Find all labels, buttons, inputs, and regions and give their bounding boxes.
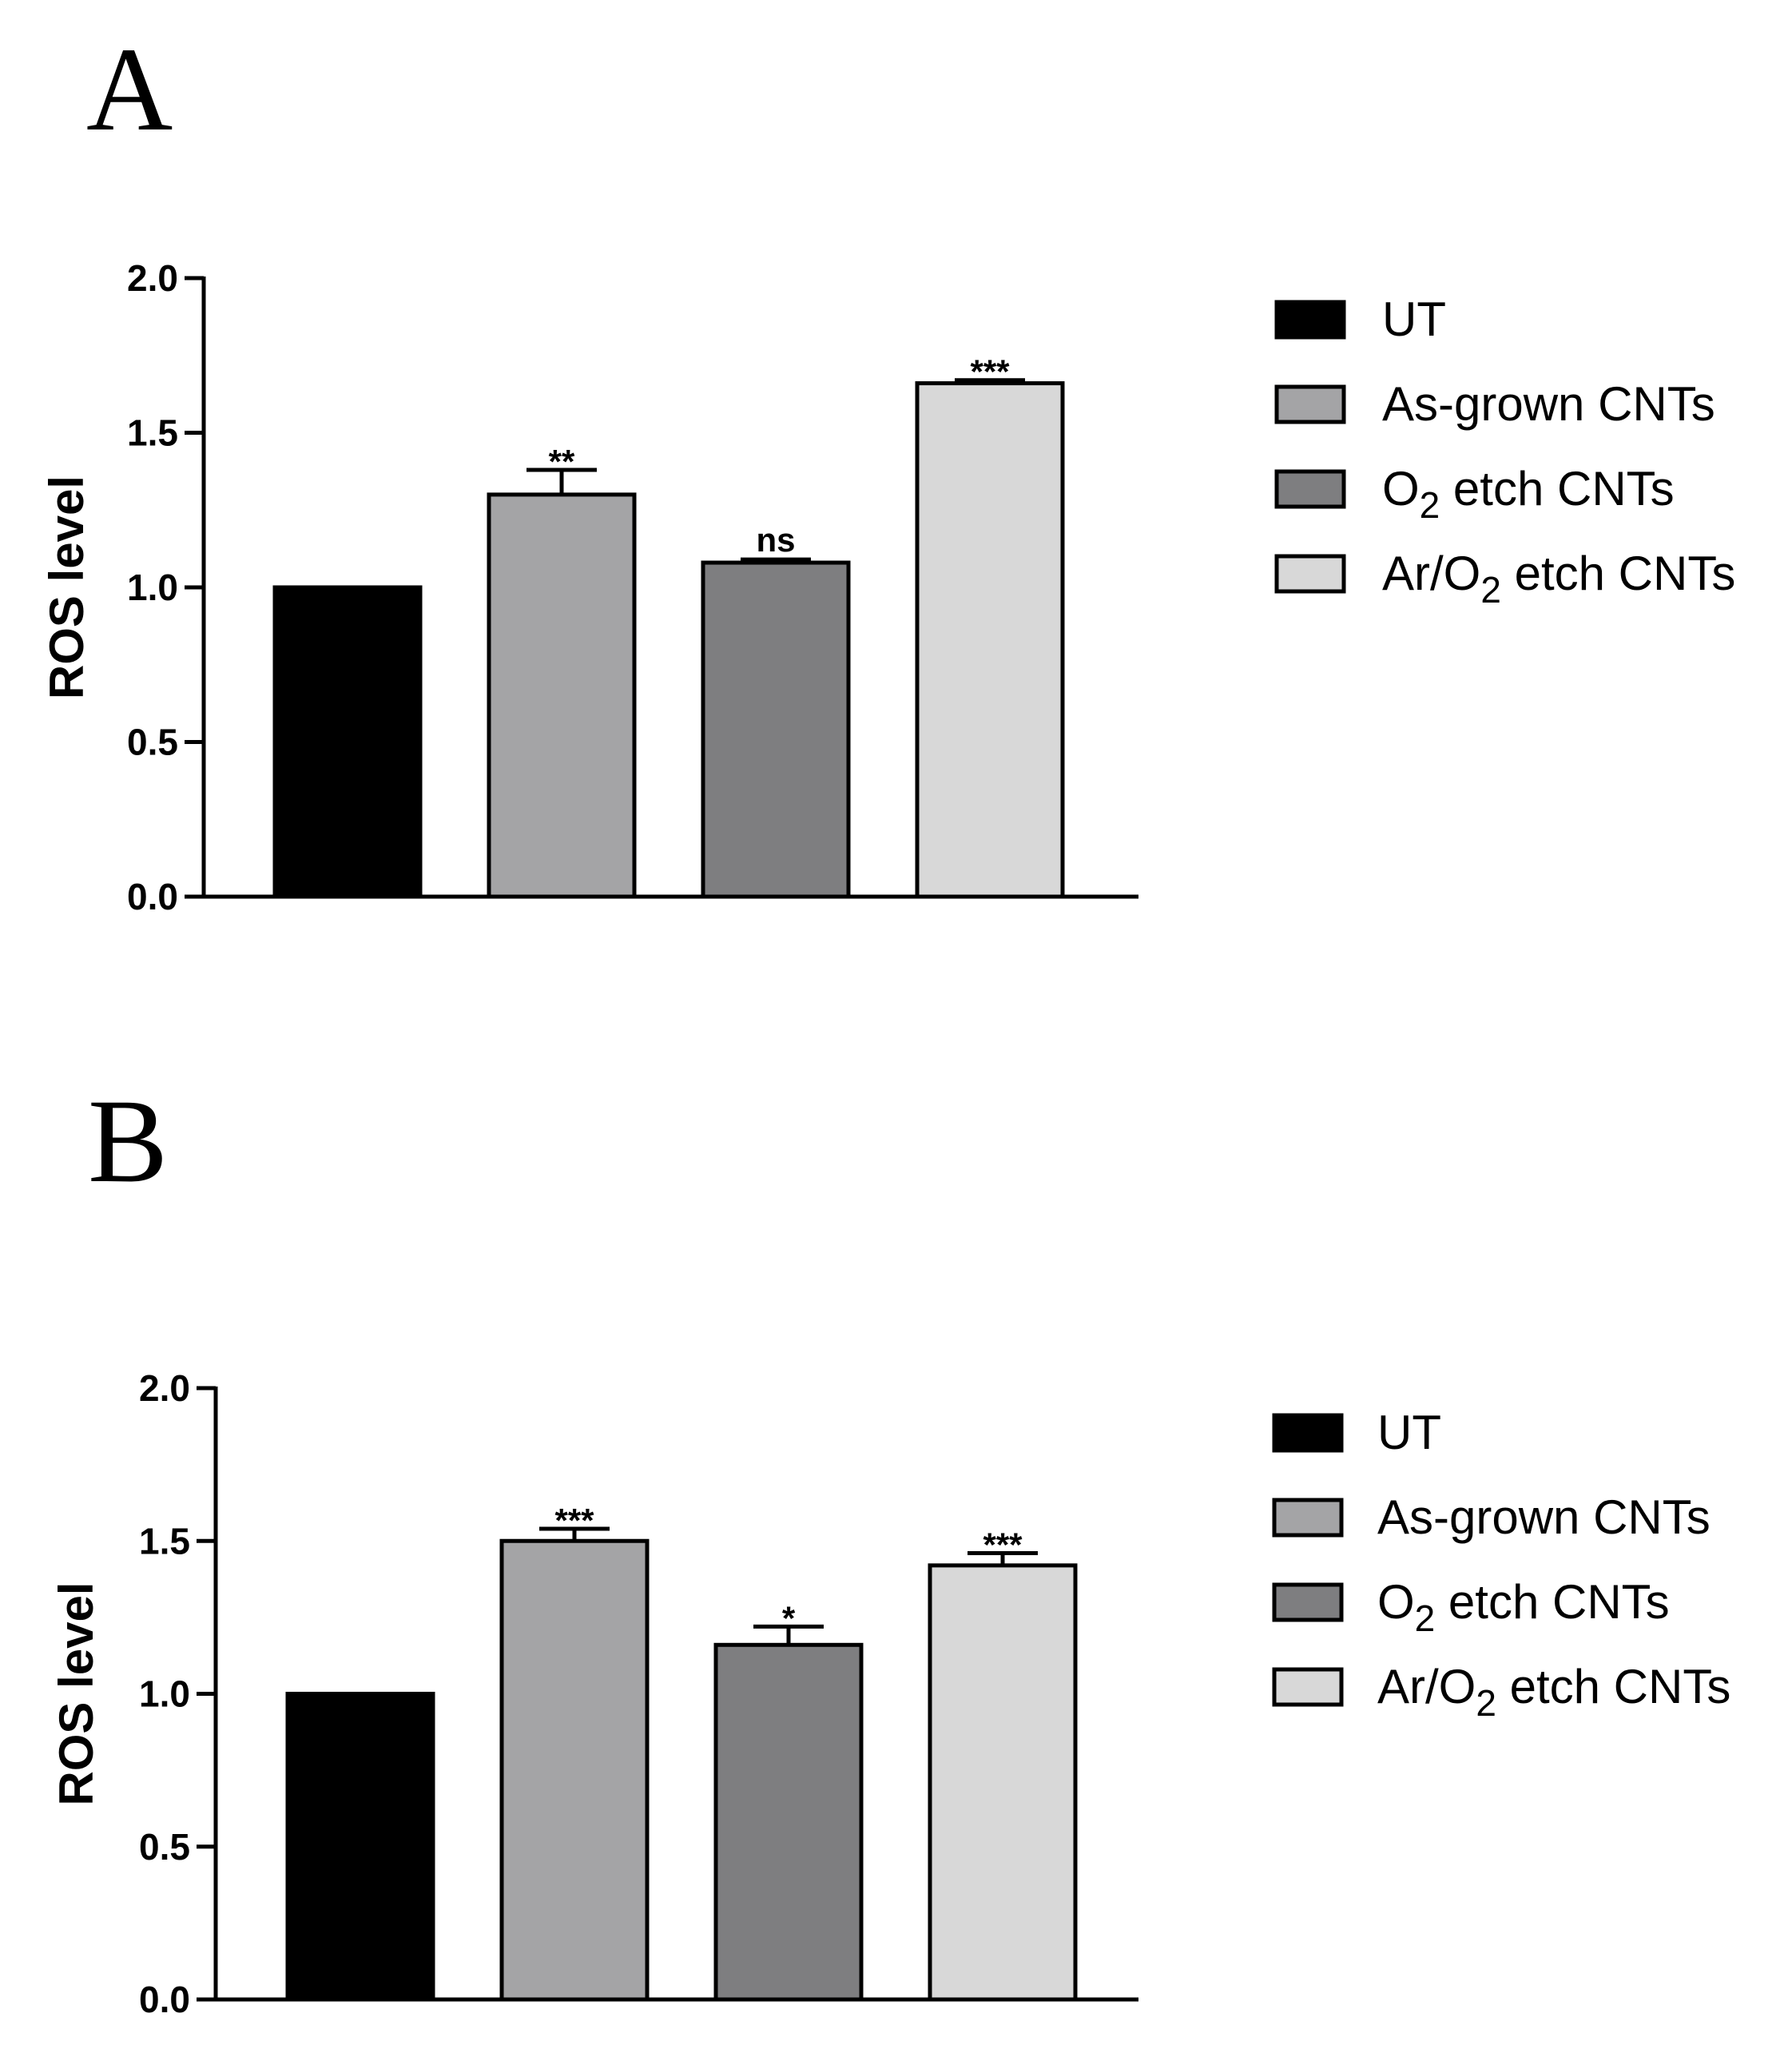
bar-1 xyxy=(285,1692,435,2002)
y-tick-label: 0.0 xyxy=(127,876,178,917)
y-tick-label: 1.0 xyxy=(127,567,178,608)
legend-label-3: O2 etch CNTs xyxy=(1377,1575,1670,1639)
y-tick-label: 1.5 xyxy=(127,412,178,454)
legend-swatch-3 xyxy=(1274,469,1346,509)
y-axis-title: ROS level xyxy=(50,1582,103,1805)
significance-label: *** xyxy=(554,1502,594,1539)
bar-3 xyxy=(701,560,851,899)
bar-4 xyxy=(915,381,1065,899)
panel-label-a: A xyxy=(86,23,173,156)
legend-swatch-2 xyxy=(1272,1498,1344,1538)
chart-panel-a: A 0.0 0.5 1.0 1.5 2.0 ROS level ** ns *** UT As-gr… xyxy=(40,23,1736,917)
bar-1 xyxy=(272,585,423,899)
y-tick-label: 0.5 xyxy=(139,1826,190,1868)
significance-label: *** xyxy=(970,353,1010,391)
y-tick-label: 0.5 xyxy=(127,722,178,763)
significance-label: ns xyxy=(756,521,795,559)
significance-label: *** xyxy=(983,1526,1023,1564)
significance-label: * xyxy=(782,1599,796,1637)
bar-2 xyxy=(487,492,637,899)
y-axis-title: ROS level xyxy=(40,475,93,699)
y-tick-label: 1.5 xyxy=(139,1520,190,1562)
legend-label-4: Ar/O2 etch CNTs xyxy=(1377,1660,1730,1724)
legend-label-1: UT xyxy=(1377,1406,1441,1459)
bar-2 xyxy=(499,1538,650,2002)
legend-label-2: As-grown CNTs xyxy=(1382,377,1715,431)
legend-swatch-4 xyxy=(1272,1667,1344,1707)
legend-swatch-2 xyxy=(1274,384,1346,424)
bar-3 xyxy=(713,1642,864,2002)
bar-4 xyxy=(928,1563,1078,2002)
y-tick-label: 2.0 xyxy=(127,257,178,299)
panel-label-b: B xyxy=(88,1075,168,1208)
legend-label-4: Ar/O2 etch CNTs xyxy=(1382,547,1735,611)
legend-swatch-1 xyxy=(1272,1413,1344,1453)
legend-label-3: O2 etch CNTs xyxy=(1382,462,1675,526)
y-tick-label: 2.0 xyxy=(139,1367,190,1409)
legend-swatch-4 xyxy=(1274,554,1346,594)
y-tick-label: 0.0 xyxy=(139,1979,190,2020)
y-tick-label: 1.0 xyxy=(139,1673,190,1715)
significance-label: ** xyxy=(549,443,575,480)
legend-label-2: As-grown CNTs xyxy=(1377,1490,1711,1544)
legend-swatch-3 xyxy=(1272,1582,1344,1622)
legend-swatch-1 xyxy=(1274,300,1346,340)
legend-label-1: UT xyxy=(1382,292,1446,346)
